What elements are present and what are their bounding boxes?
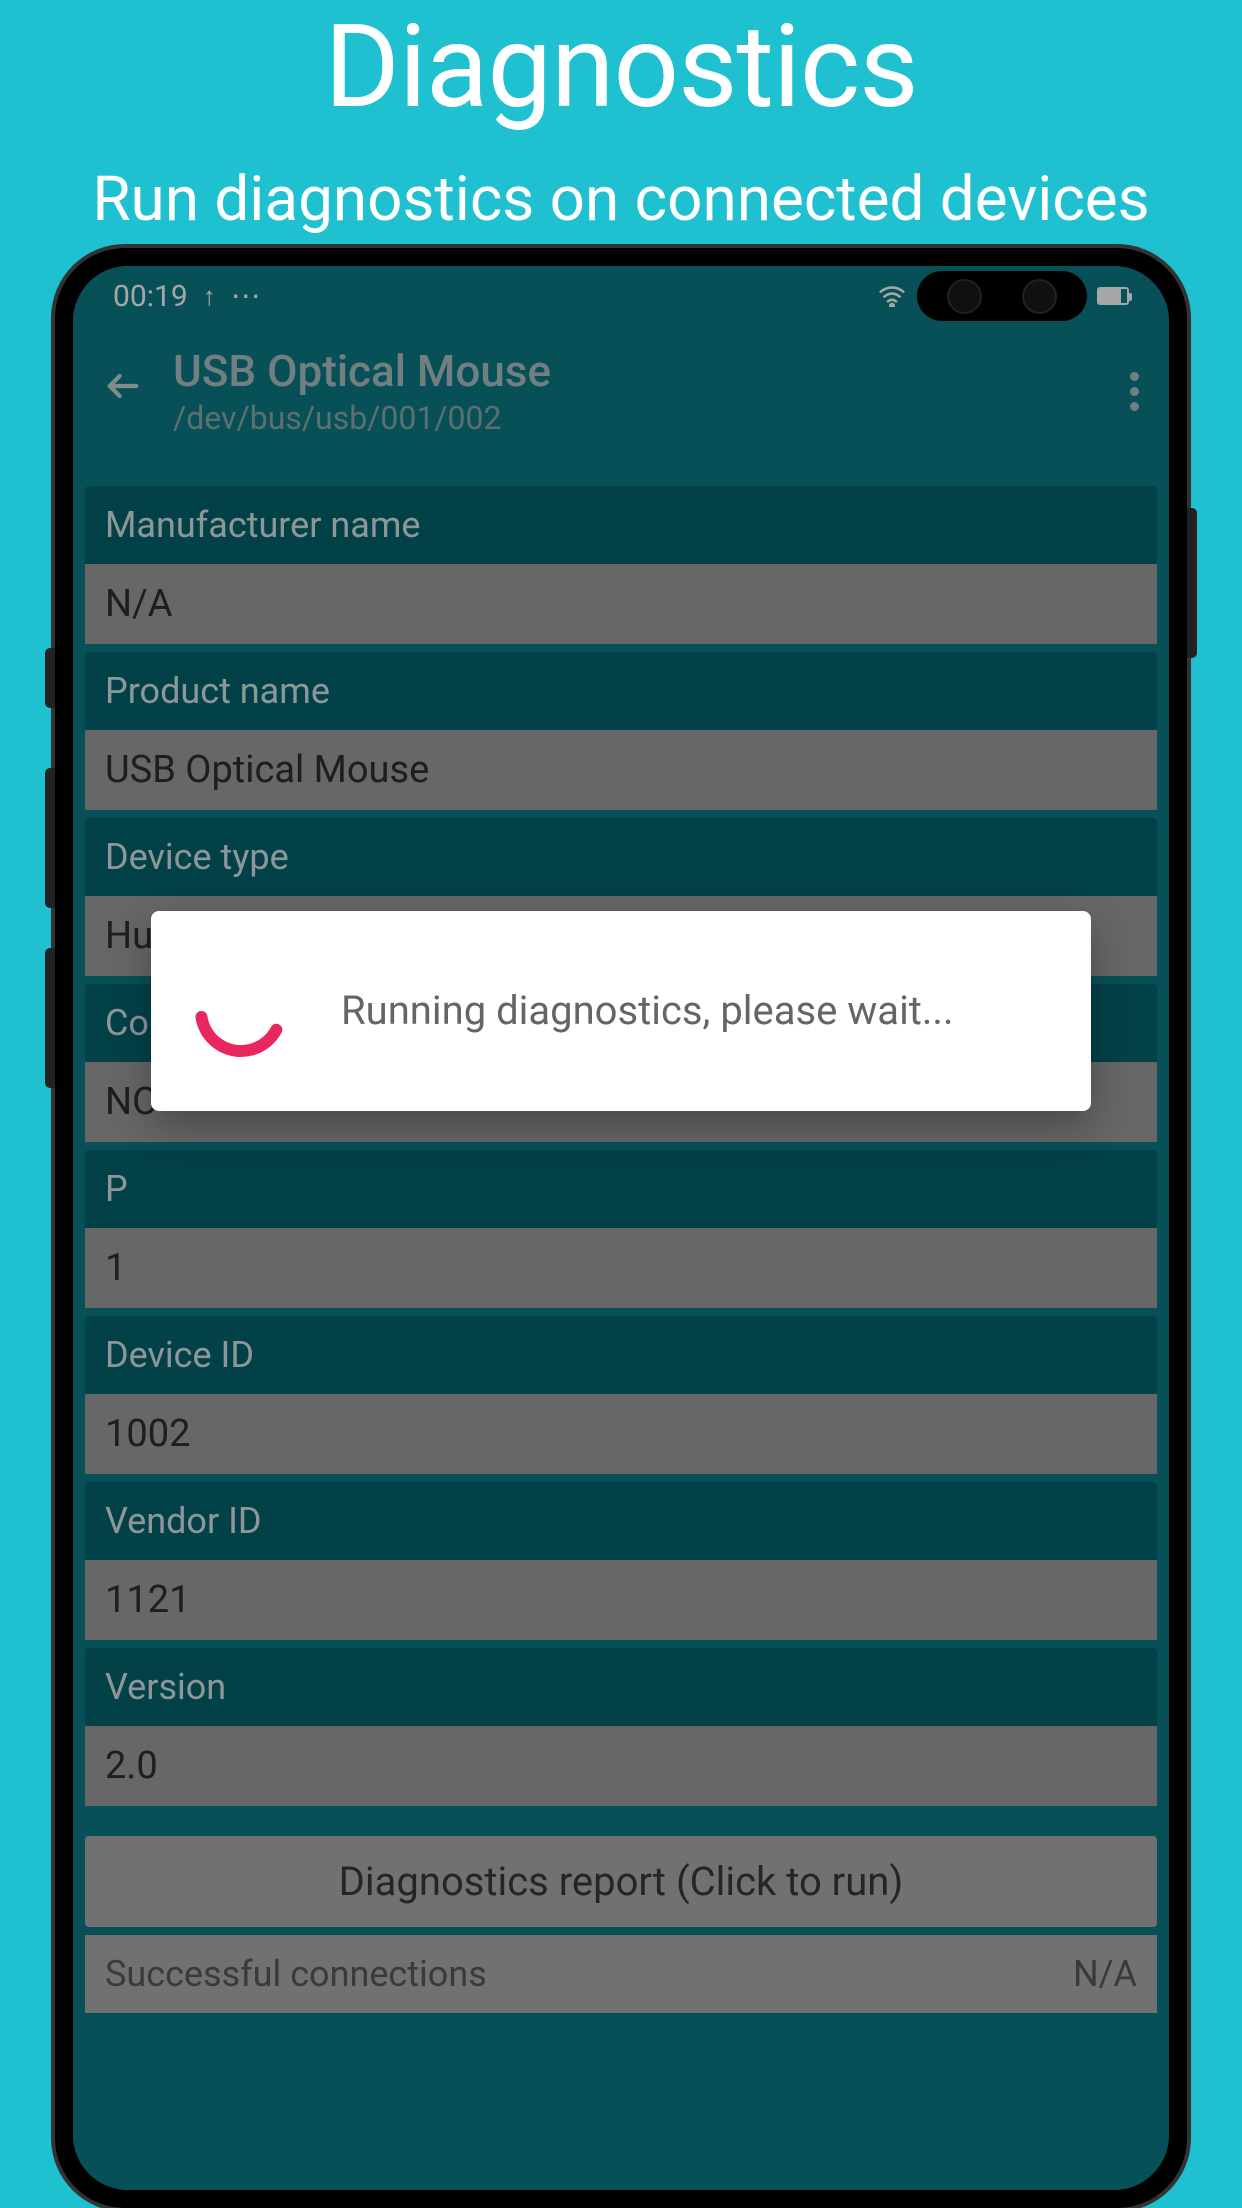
info-label: Device ID bbox=[85, 1316, 1157, 1394]
diagnostics-run-button[interactable]: Diagnostics report (Click to run) bbox=[85, 1836, 1157, 1927]
app-bar-titles: USB Optical Mouse /dev/bus/usb/001/002 bbox=[173, 345, 1130, 437]
phone-power-button bbox=[1187, 508, 1197, 658]
phone-frame: 00:19 ↑ ⋯ bbox=[55, 248, 1187, 2208]
camera-lens-1 bbox=[947, 279, 982, 314]
battery-icon bbox=[1097, 287, 1129, 305]
back-arrow-icon bbox=[103, 366, 143, 406]
back-button[interactable] bbox=[103, 366, 143, 417]
app-bar-title: USB Optical Mouse bbox=[173, 345, 1130, 397]
promo-title: Diagnostics bbox=[0, 0, 1242, 135]
dialog-message: Running diagnostics, please wait... bbox=[341, 985, 954, 1037]
app-bar: USB Optical Mouse /dev/bus/usb/001/002 bbox=[73, 326, 1169, 456]
info-value: 1121 bbox=[85, 1560, 1157, 1640]
upload-icon: ↑ bbox=[203, 281, 216, 312]
menu-dot-icon bbox=[1130, 387, 1139, 396]
info-value: 1 bbox=[85, 1228, 1157, 1308]
info-value: N/A bbox=[85, 564, 1157, 644]
diagnostics-row: Successful connections N/A bbox=[85, 1935, 1157, 2013]
status-bar: 00:19 ↑ ⋯ bbox=[73, 266, 1169, 326]
menu-button[interactable] bbox=[1130, 372, 1139, 411]
phone-volume-down bbox=[45, 948, 55, 1088]
camera-cutout bbox=[917, 271, 1087, 321]
info-value: 2.0 bbox=[85, 1726, 1157, 1806]
spinner-container bbox=[191, 961, 291, 1061]
app-bar-subtitle: /dev/bus/usb/001/002 bbox=[173, 399, 1130, 437]
info-label: Version bbox=[85, 1648, 1157, 1726]
content-area[interactable]: Manufacturer name N/A Product name USB O… bbox=[73, 456, 1169, 2013]
loading-dialog: Running diagnostics, please wait... bbox=[151, 911, 1091, 1111]
phone-screen: 00:19 ↑ ⋯ bbox=[73, 266, 1169, 2190]
status-bar-right bbox=[877, 271, 1129, 321]
status-more-icon: ⋯ bbox=[231, 279, 261, 314]
menu-dot-icon bbox=[1130, 402, 1139, 411]
info-value: 1002 bbox=[85, 1394, 1157, 1474]
info-label: Device type bbox=[85, 818, 1157, 896]
phone-volume-up bbox=[45, 768, 55, 908]
info-label: Vendor ID bbox=[85, 1482, 1157, 1560]
camera-lens-2 bbox=[1022, 279, 1057, 314]
spinner-icon bbox=[191, 961, 291, 1061]
info-value: USB Optical Mouse bbox=[85, 730, 1157, 810]
diagnostics-row-label: Successful connections bbox=[105, 1953, 487, 1995]
info-label: Product name bbox=[85, 652, 1157, 730]
status-bar-left: 00:19 ↑ ⋯ bbox=[113, 279, 261, 314]
promo-subtitle: Run diagnostics on connected devices bbox=[0, 160, 1242, 241]
info-label: Manufacturer name bbox=[85, 486, 1157, 564]
status-time: 00:19 bbox=[113, 279, 188, 314]
menu-dot-icon bbox=[1130, 372, 1139, 381]
battery-fill bbox=[1099, 289, 1121, 303]
wifi-icon bbox=[877, 285, 907, 307]
diagnostics-row-value: N/A bbox=[1073, 1953, 1137, 1995]
info-label: P bbox=[85, 1150, 1157, 1228]
phone-side-button-1 bbox=[45, 648, 55, 708]
